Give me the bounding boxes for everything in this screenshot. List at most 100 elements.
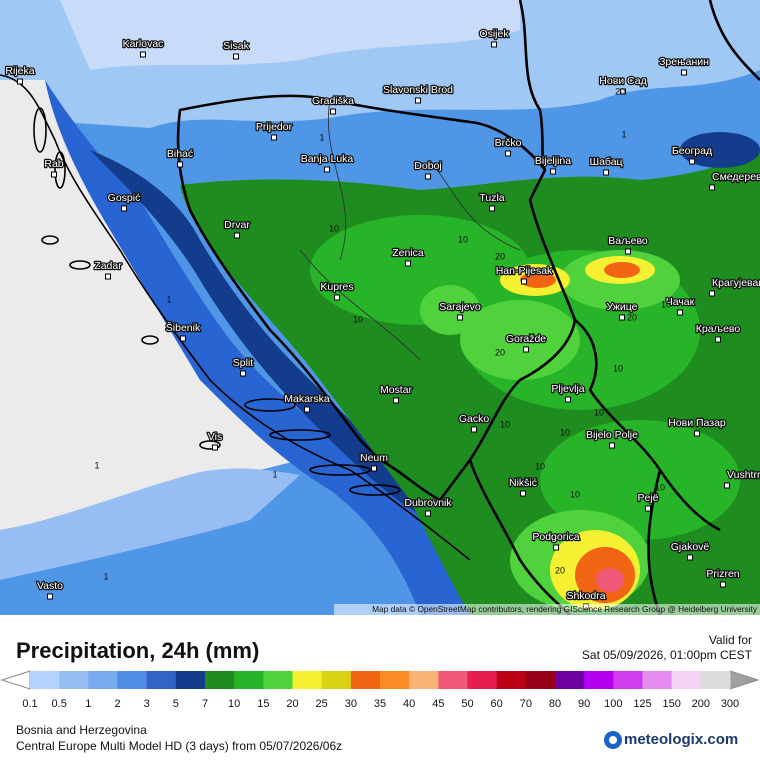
city-dot (489, 205, 495, 212)
legend-swatch (409, 671, 439, 689)
legend-swatch (234, 671, 264, 689)
city-dot (457, 314, 463, 321)
legend-swatch (350, 671, 381, 689)
city-label: Makarska (284, 393, 330, 405)
light-rain-area (0, 468, 300, 580)
legend-swatch (496, 671, 527, 689)
city-dot (603, 169, 609, 176)
city-label: Vasto (37, 580, 63, 592)
city-dot (625, 248, 631, 255)
contour-label: 10 (661, 299, 671, 309)
city-label: Bijelo Polje (586, 429, 638, 441)
city-dot (212, 444, 218, 451)
heavy-rain (520, 272, 556, 288)
legend-swatch (205, 671, 235, 689)
heavy-rain (596, 568, 624, 592)
rain-band (90, 150, 430, 520)
city-label: Крагујевац (712, 277, 760, 289)
legend-swatch (175, 671, 206, 689)
legend-swatch (321, 671, 352, 689)
city-dot (51, 171, 57, 178)
legend-tick-label: 125 (633, 698, 651, 710)
rain-area (680, 132, 760, 168)
legend-tick-label: 2 (114, 698, 120, 710)
city-dot (689, 158, 695, 165)
city-label: Чачак (666, 296, 695, 308)
city-dot (240, 370, 246, 377)
contour-label: 1 (319, 132, 324, 142)
country-border (176, 94, 577, 502)
legend-tick-label: 60 (491, 698, 503, 710)
contour-label: 1 (94, 460, 99, 470)
legend-tick-label: 1 (85, 698, 91, 710)
city-dot (709, 290, 715, 297)
city-label: Nikšić (509, 477, 537, 489)
legend-tick-label: 25 (316, 698, 328, 710)
legend-tick-label: 80 (549, 698, 561, 710)
contour-label: 10 (655, 482, 665, 492)
legend-swatch (263, 671, 293, 689)
brand-logo (609, 736, 617, 744)
city-label: Sisak (223, 40, 249, 52)
legend-tick-label: 200 (692, 698, 710, 710)
city-dot (677, 309, 683, 316)
city-dot (425, 510, 431, 517)
model-info: Central Europe Multi Model HD (3 days) f… (16, 739, 342, 753)
city-dot (425, 173, 431, 180)
city-label: Goražde (506, 333, 546, 345)
coastline (0, 74, 471, 561)
city-label: Краљево (696, 323, 741, 335)
legend-tick-label: 3 (144, 698, 150, 710)
contour-label: 10 (535, 461, 545, 471)
city-dot (415, 97, 421, 104)
city-dot (724, 482, 730, 489)
city-dot (471, 426, 477, 433)
city-dot (553, 544, 559, 551)
legend-swatch (700, 671, 731, 689)
country-border (468, 0, 760, 615)
city-label: Podgorica (532, 531, 579, 543)
city-label: Prizren (706, 568, 739, 580)
city-label: Sarajevo (439, 301, 481, 313)
islands (33, 107, 401, 496)
rain-area (420, 285, 480, 335)
city-label: Mostar (380, 384, 413, 396)
city-label: Zadar (94, 260, 122, 272)
city-label: Gjakovë (671, 541, 710, 553)
city-dot (405, 260, 411, 267)
legend-tick-label: 150 (662, 698, 680, 710)
legend-tick-label: 7 (202, 698, 208, 710)
city-label: Han-Pijesak (496, 265, 553, 277)
valid-time: Sat 05/09/2026, 01:00pm CEST (582, 648, 753, 662)
legend-swatch (292, 671, 323, 689)
legend-swatch (30, 671, 60, 689)
legend-tick-label: 0.1 (22, 698, 37, 710)
city-dot (140, 51, 146, 58)
city-dot (523, 346, 529, 353)
city-dot (491, 41, 497, 48)
legend-swatch (380, 671, 410, 689)
city-dot (565, 396, 571, 403)
city-dot (645, 505, 651, 512)
city-label: Bijeljina (535, 155, 571, 167)
legend-tick-label: 70 (520, 698, 532, 710)
city-dot (709, 184, 715, 191)
city-label: Doboj (414, 160, 441, 172)
legend-swatch (146, 671, 177, 689)
city-label: Gradiška (312, 95, 354, 107)
contour-label: 10 (594, 407, 604, 417)
legend-arrow (0, 670, 31, 690)
city-label: Banja Luka (301, 153, 354, 165)
legend-swatch (671, 671, 702, 689)
city-dot (233, 53, 239, 60)
contour-label: 10 (570, 489, 580, 499)
legend-tick-label: 45 (432, 698, 444, 710)
city-dot (715, 336, 721, 343)
city-label: Нови Пазар (668, 417, 726, 429)
city-label: Gospić (108, 192, 141, 204)
attribution: Map data © OpenStreetMap contributors, r… (372, 604, 758, 614)
brand: meteologix.com (624, 731, 738, 748)
legend-tick-label: 35 (374, 698, 386, 710)
contour-label: 20 (627, 312, 637, 322)
